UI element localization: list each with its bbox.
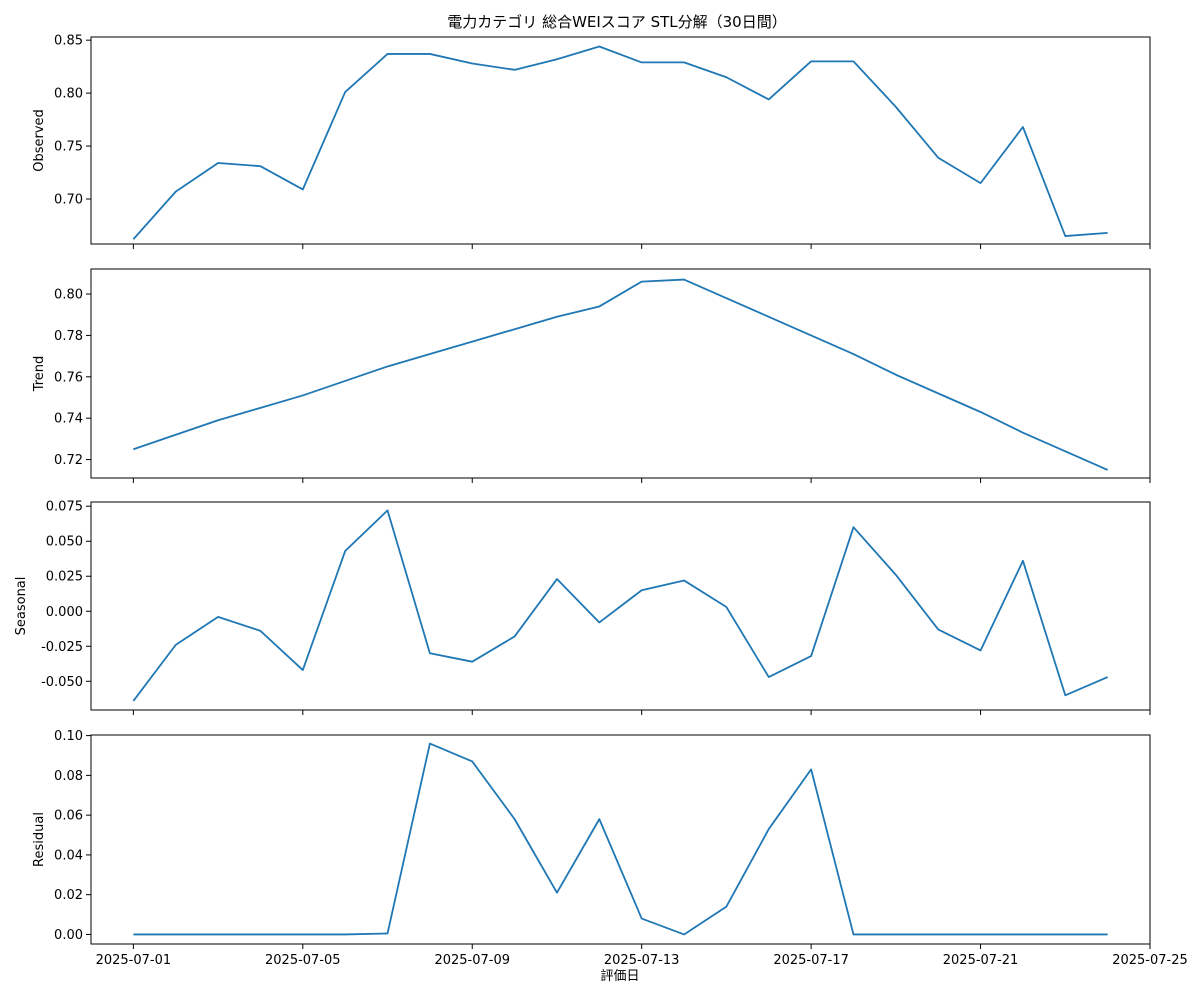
x-tick-label: 2025-07-05 (265, 953, 341, 968)
seasonal-y-tick-label: 0.000 (46, 605, 83, 620)
observed-y-axis-label: Observed (32, 109, 47, 172)
seasonal-y-tick-label: 0.025 (46, 570, 83, 585)
seasonal-y-tick-label: -0.050 (41, 675, 83, 690)
x-tick-label: 2025-07-13 (604, 953, 680, 968)
trend-y-tick-label: 0.72 (54, 453, 83, 468)
observed-y-tick-label: 0.70 (54, 193, 83, 208)
trend-y-tick-label: 0.74 (54, 412, 83, 427)
panel-seasonal: 0.075 0.050 0.025 0.000 -0.025 -0.050 Seasonal (14, 500, 1151, 715)
x-tick-label: 2025-07-25 (1112, 953, 1188, 968)
seasonal-y-tick-label: 0.075 (46, 500, 83, 515)
trend-y-tick-label: 0.76 (54, 370, 83, 385)
observed-y-tick-label: 0.80 (54, 87, 83, 102)
x-tick-label: 2025-07-09 (434, 953, 510, 968)
observed-y-tick-label: 0.85 (54, 34, 83, 49)
trend-y-tick-label: 0.78 (54, 329, 83, 344)
seasonal-y-axis-label: Seasonal (14, 577, 29, 636)
panel-trend: 0.72 0.74 0.76 0.78 0.80 Trend (32, 268, 1151, 483)
x-tick-label: 2025-07-17 (773, 953, 849, 968)
observed-y-tick-label: 0.75 (54, 140, 83, 155)
seasonal-series-line (132, 509, 1108, 702)
observed-axes-frame (90, 36, 1151, 245)
residual-y-tick-label: 0.02 (54, 888, 83, 903)
trend-axes-frame (90, 268, 1151, 479)
x-tick-label: 2025-07-01 (96, 953, 172, 968)
seasonal-y-tick-label: -0.025 (41, 640, 83, 655)
observed-series-line (132, 45, 1108, 240)
residual-y-tick-label: 0.04 (54, 848, 83, 863)
residual-y-tick-label: 0.10 (54, 729, 83, 744)
trend-y-tick-label: 0.80 (54, 288, 83, 303)
panels: 0.70 0.75 0.80 0.85 Observed 0.72 0.74 0.76 0.78… (14, 34, 1188, 968)
panel-residual: 0.00 0.02 0.04 0.06 0.08 0.10 2025-07-01 2025-0… (32, 729, 1188, 968)
x-axis-label: 評価日 (600, 969, 639, 984)
panel-observed: 0.70 0.75 0.80 0.85 Observed (32, 34, 1151, 249)
residual-axes-frame (90, 734, 1151, 945)
residual-y-tick-label: 0.08 (54, 769, 83, 784)
seasonal-axes-frame (90, 501, 1151, 711)
residual-y-axis-label: Residual (32, 812, 47, 867)
trend-series-line (133, 278, 1109, 471)
residual-y-tick-label: 0.00 (54, 928, 83, 943)
residual-series-line (133, 742, 1108, 936)
seasonal-y-tick-label: 0.050 (46, 535, 83, 550)
chart-title: 電力カテゴリ 総合WEIスコア STL分解（30日間） (447, 13, 786, 31)
x-tick-label: 2025-07-21 (943, 953, 1019, 968)
trend-y-axis-label: Trend (32, 356, 47, 393)
residual-y-tick-label: 0.06 (54, 809, 83, 824)
